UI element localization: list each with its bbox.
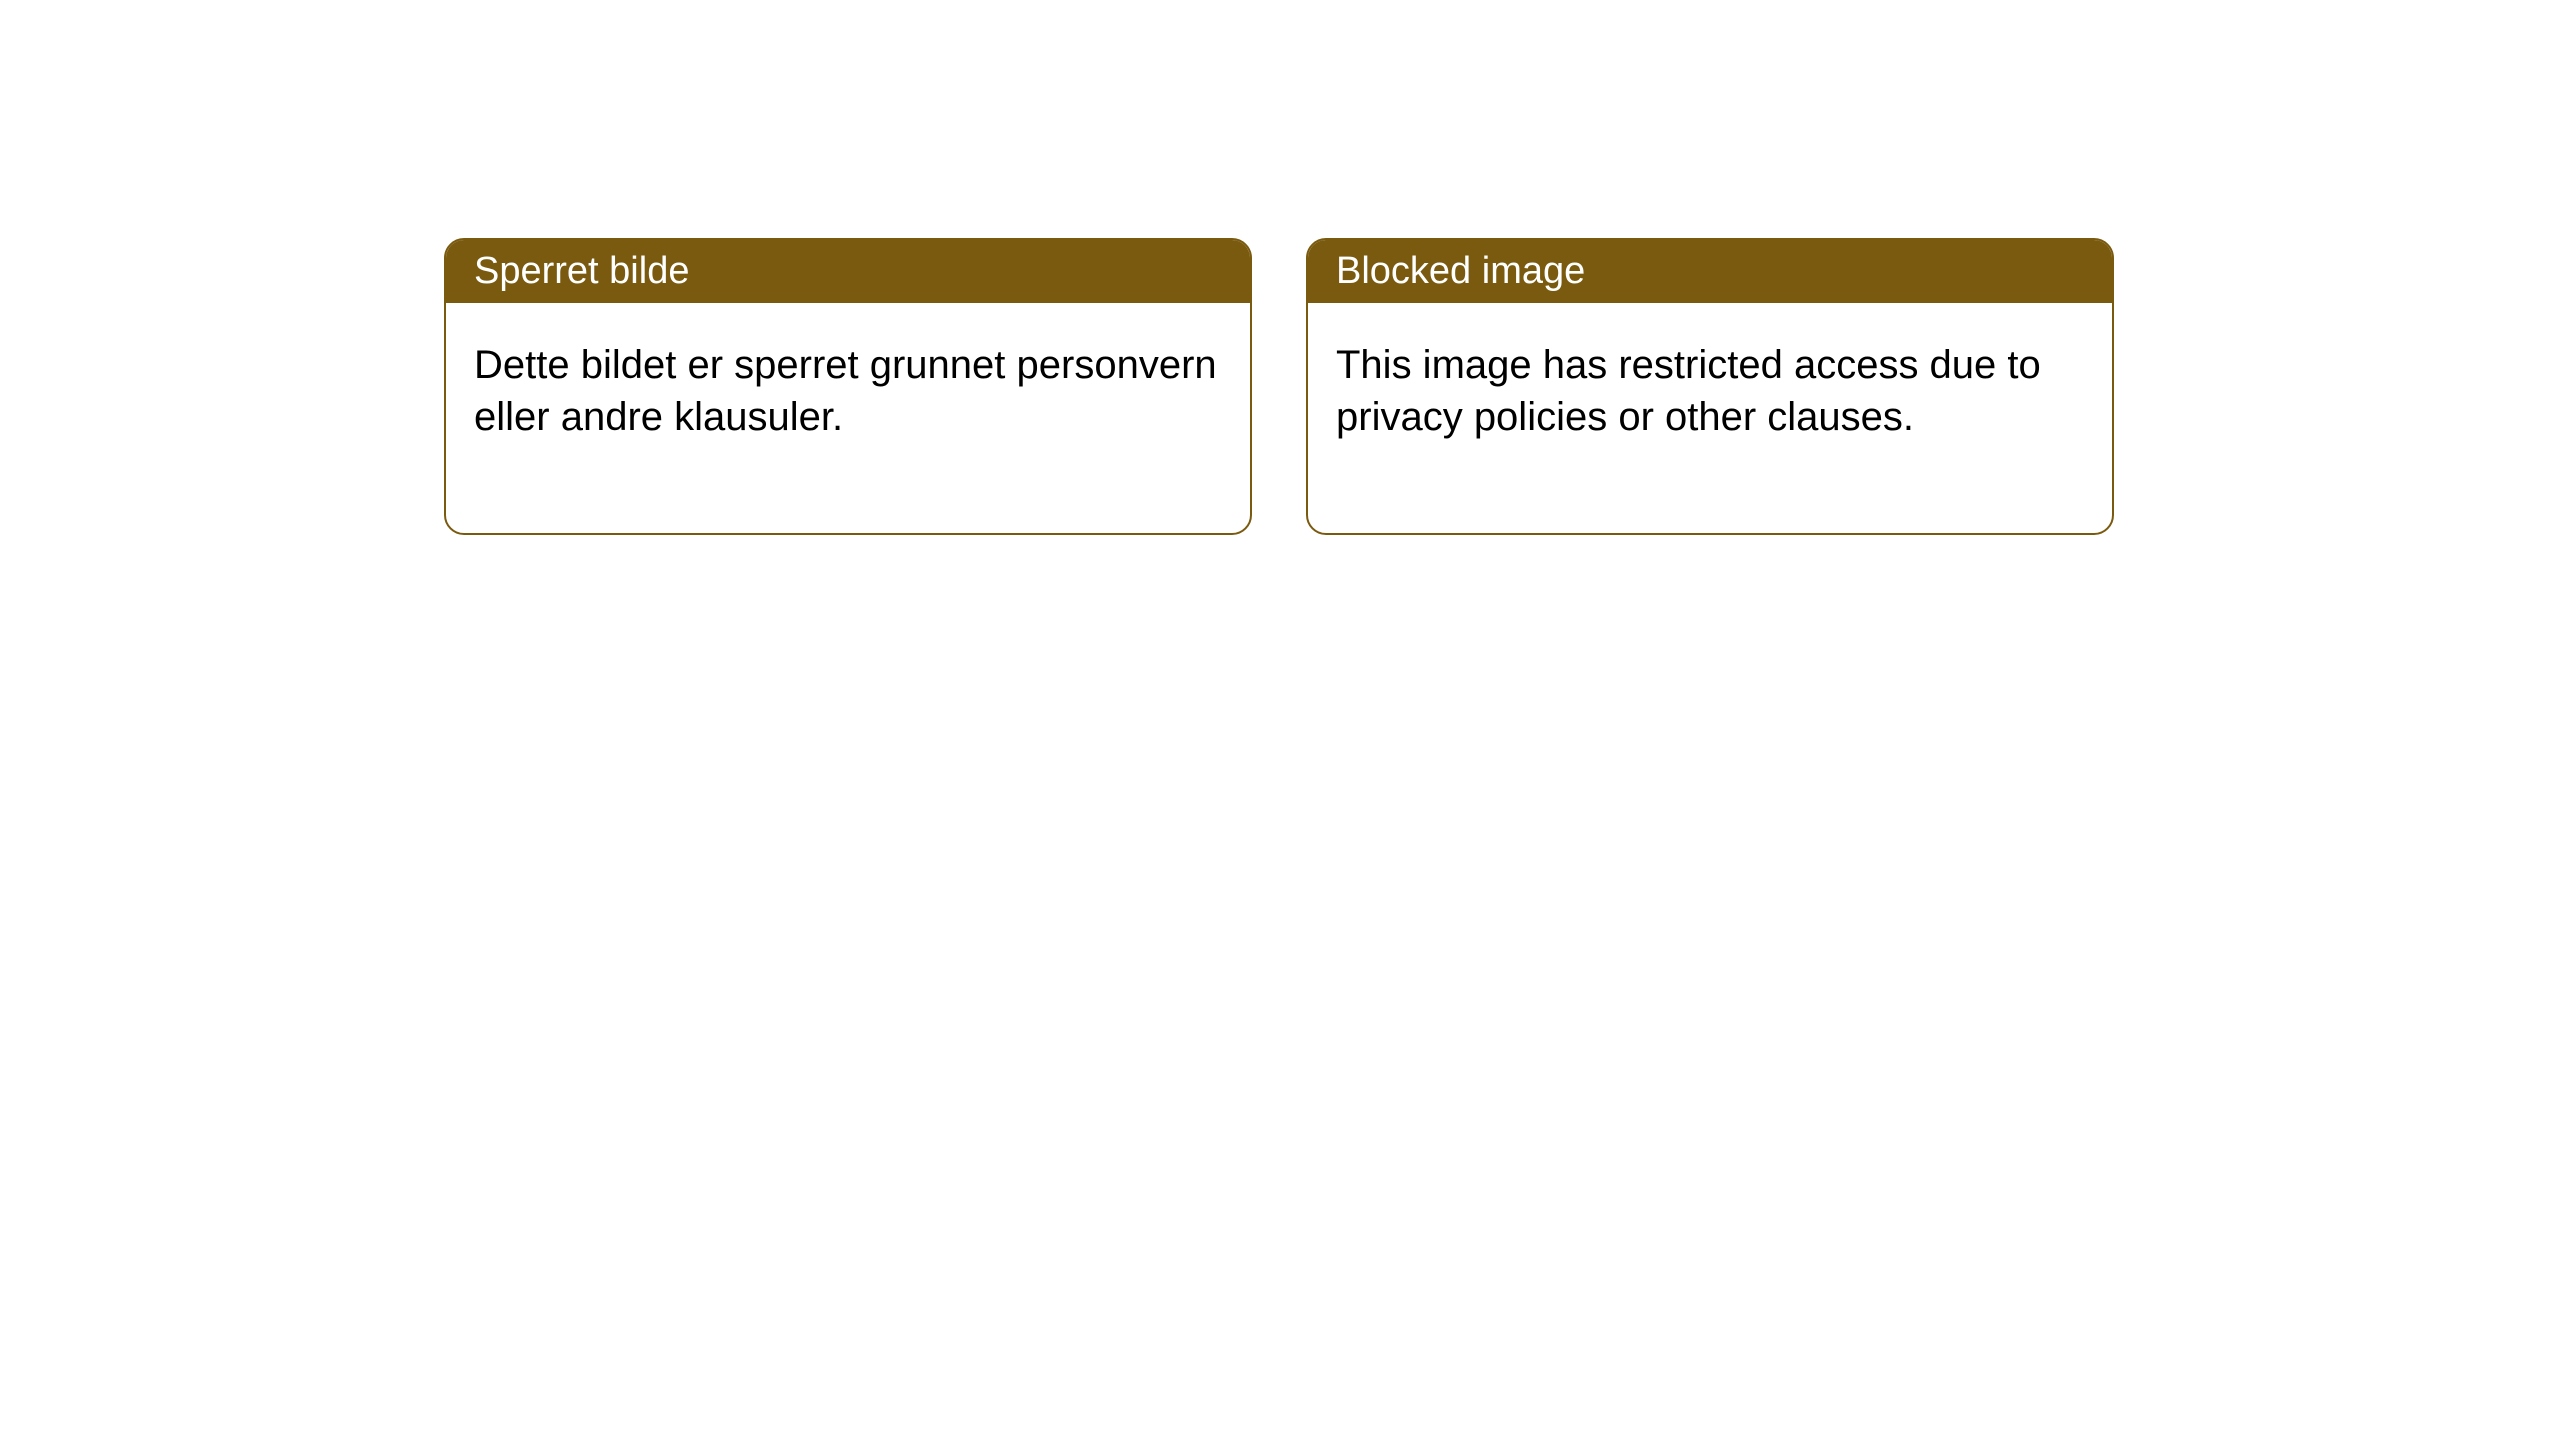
card-title: Blocked image (1336, 250, 1585, 292)
blocked-image-card-no: Sperret bilde Dette bildet er sperret gr… (444, 238, 1252, 535)
card-title: Sperret bilde (474, 250, 689, 292)
notice-container: Sperret bilde Dette bildet er sperret gr… (0, 0, 2560, 535)
card-body: Dette bildet er sperret grunnet personve… (446, 303, 1250, 533)
card-header: Sperret bilde (446, 240, 1250, 303)
blocked-image-card-en: Blocked image This image has restricted … (1306, 238, 2114, 535)
card-body-text: This image has restricted access due to … (1336, 343, 2041, 439)
card-body-text: Dette bildet er sperret grunnet personve… (474, 343, 1217, 439)
card-body: This image has restricted access due to … (1308, 303, 2112, 533)
card-header: Blocked image (1308, 240, 2112, 303)
